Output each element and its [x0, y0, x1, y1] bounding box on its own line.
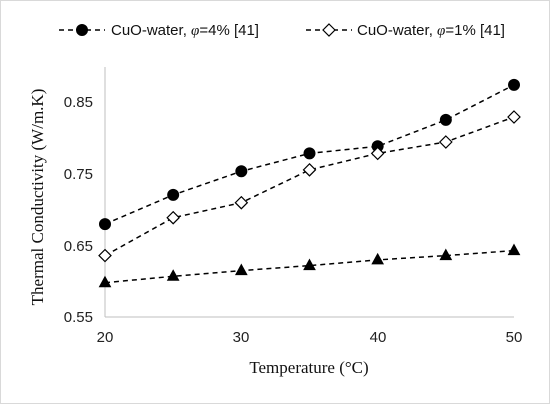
data-point-marker	[507, 110, 521, 124]
x-tick-label: 20	[97, 329, 114, 346]
series-3	[98, 243, 521, 288]
x-axis-title: Temperature (°C)	[249, 358, 368, 377]
series-layer	[98, 78, 521, 288]
y-tick-label: 0.75	[64, 166, 93, 183]
data-point-marker	[303, 147, 316, 160]
x-tick-label: 40	[370, 329, 387, 346]
data-point-marker	[507, 243, 521, 256]
data-point-marker	[167, 188, 180, 201]
data-point-marker	[439, 248, 453, 261]
data-point-marker	[370, 146, 385, 161]
legend-marker-open-diamond-icon	[322, 23, 336, 37]
data-point-marker	[302, 163, 317, 177]
data-point-marker	[234, 263, 248, 276]
data-point-marker	[235, 165, 248, 178]
x-tick-label: 50	[506, 329, 523, 346]
legend-item-series-1: CuO-water, φ=4% [41]	[59, 22, 259, 39]
x-tick-label: 30	[233, 329, 250, 346]
y-tick-label: 0.85	[64, 94, 93, 111]
data-point-marker	[234, 195, 249, 210]
legend-label-series-2: CuO-water, φ=1% [41]	[357, 22, 505, 39]
data-point-marker	[98, 248, 112, 263]
y-tick-label: 0.55	[64, 309, 93, 326]
data-point-marker	[166, 269, 180, 281]
x-tick-labels: 20 30 40 50	[97, 329, 523, 346]
data-point-marker	[508, 78, 520, 91]
legend: CuO-water, φ=4% [41] CuO-water, φ=1% [41…	[59, 22, 505, 39]
y-axis-title: Thermal Conductivity (W/m.K)	[28, 89, 47, 306]
series-line-2	[104, 116, 515, 257]
y-tick-labels: 0.55 0.65 0.75 0.85	[64, 94, 93, 326]
data-point-marker	[98, 275, 112, 288]
data-point-marker	[439, 113, 452, 126]
data-point-marker	[303, 258, 316, 271]
legend-marker-filled-circle-icon	[76, 24, 88, 36]
legend-item-series-2: CuO-water, φ=1% [41]	[306, 22, 505, 39]
y-tick-label: 0.65	[64, 238, 93, 255]
series-2	[98, 110, 521, 263]
data-point-marker	[99, 218, 111, 231]
series-1	[99, 78, 520, 231]
legend-label-series-1: CuO-water, φ=4% [41]	[111, 22, 259, 39]
data-point-marker	[371, 252, 385, 265]
data-point-marker	[166, 210, 181, 225]
data-point-marker	[438, 135, 453, 149]
